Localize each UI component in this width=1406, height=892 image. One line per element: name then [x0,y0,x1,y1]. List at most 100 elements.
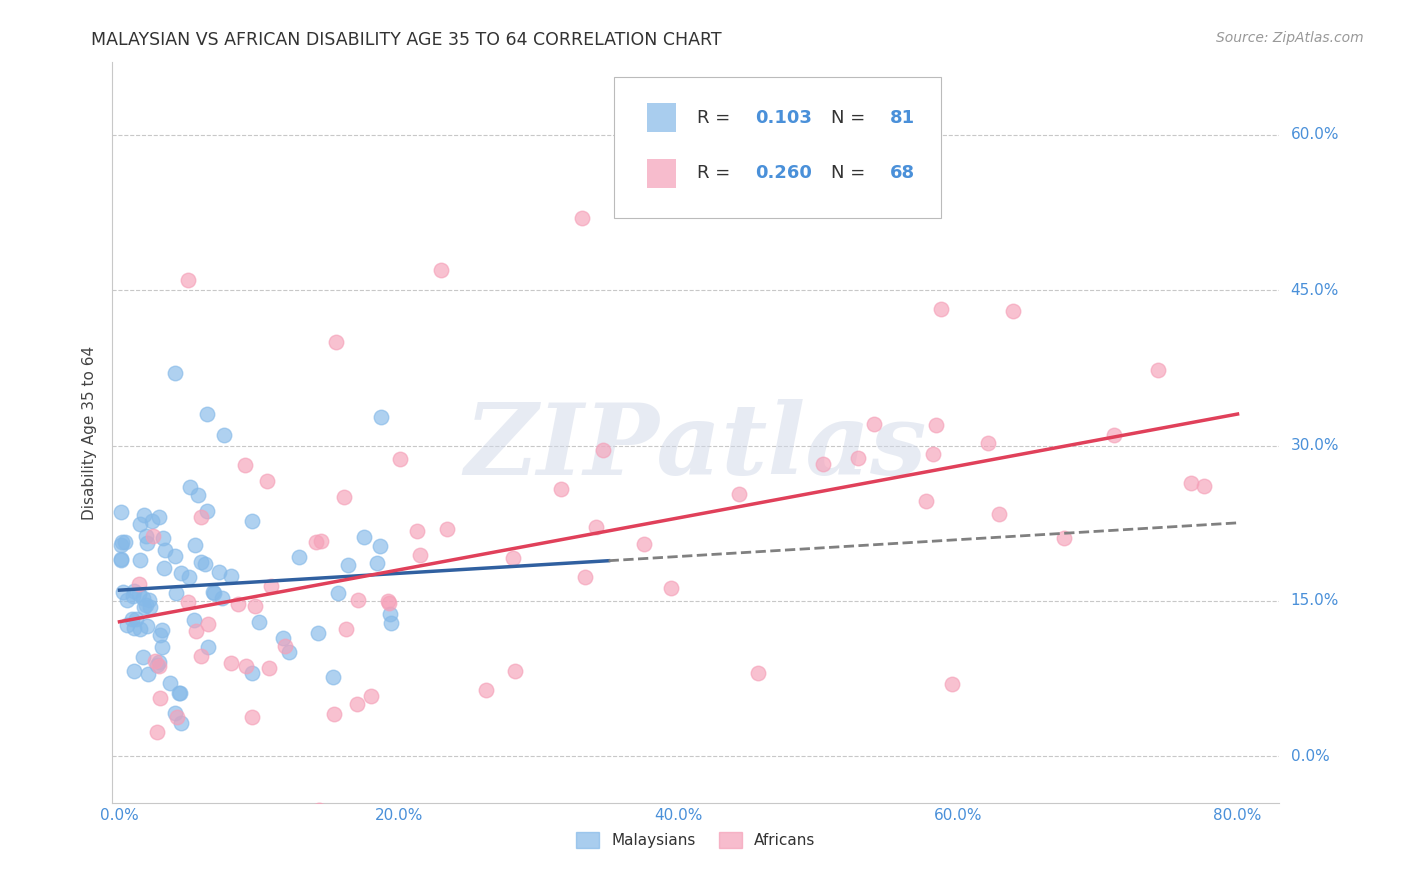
Point [409,548,432,562]
Point [288,549,311,564]
Point [135,598,157,612]
Point [146,725,169,739]
Legend: Malaysians, Africans: Malaysians, Africans [571,826,821,855]
Point [240,666,263,681]
Text: 68: 68 [890,164,915,182]
Point [190,509,212,524]
Point [132,508,155,522]
Point [211,591,233,605]
Point [121,612,143,626]
Point [153,561,176,575]
Point [115,617,138,632]
Point [240,514,263,528]
Point [247,615,270,630]
Point [436,522,458,536]
Point [571,211,593,225]
Point [335,622,357,636]
Point [405,524,427,539]
Point [110,552,132,566]
Point [135,535,157,549]
Point [322,706,344,721]
Point [110,553,132,567]
Point [159,676,181,690]
Point [370,410,392,425]
Point [149,627,172,641]
Point [114,535,136,549]
Point [187,488,209,502]
Point [142,529,165,543]
Point [429,262,451,277]
Point [135,529,157,543]
Point [925,418,948,433]
Point [307,626,329,640]
Point [633,537,655,551]
Text: 0.0%: 0.0% [1291,748,1329,764]
Point [153,542,176,557]
Point [128,587,150,601]
Point [305,534,328,549]
Point [360,689,382,703]
Point [190,648,212,663]
Text: 30.0%: 30.0% [1291,438,1339,453]
Point [194,557,217,571]
Point [353,530,375,544]
Point [228,598,250,612]
Point [195,408,218,422]
Point [122,589,145,603]
Point [165,706,187,721]
Text: 0.103: 0.103 [755,109,813,127]
Point [141,514,163,528]
Point [122,584,145,599]
Point [132,591,155,606]
Point [170,716,193,731]
Point [503,664,526,678]
Point [128,577,150,591]
Point [259,579,281,593]
Point [179,480,201,494]
Point [219,569,242,583]
Point [197,616,219,631]
Point [274,639,297,653]
Point [177,570,200,584]
Point [328,585,350,599]
Point [163,549,186,563]
Point [129,622,152,636]
Point [346,698,368,712]
Point [747,666,769,681]
Point [132,650,155,665]
Point [368,539,391,553]
Y-axis label: Disability Age 35 to 64: Disability Age 35 to 64 [82,345,97,520]
Point [122,665,145,679]
Text: 60.0%: 60.0% [1291,128,1339,143]
Point [347,592,370,607]
Point [388,452,411,467]
Point [941,677,963,691]
Point [235,658,257,673]
Point [149,690,172,705]
Text: R =: R = [697,164,737,182]
Text: 0.260: 0.260 [755,164,813,182]
Text: MALAYSIAN VS AFRICAN DISABILITY AGE 35 TO 64 CORRELATION CHART: MALAYSIAN VS AFRICAN DISABILITY AGE 35 T… [91,31,723,49]
Point [550,482,572,496]
Point [333,491,356,505]
Point [846,450,869,465]
Point [727,486,749,500]
Point [257,660,280,674]
Point [311,533,333,548]
Point [184,624,207,638]
Point [592,443,614,458]
Point [201,585,224,599]
Point [233,458,256,472]
Point [337,558,360,572]
Point [574,570,596,584]
Point [169,686,191,700]
Point [1147,362,1170,376]
Point [308,804,330,818]
Point [115,593,138,607]
Point [166,710,188,724]
Point [240,710,263,724]
Point [380,615,402,630]
Point [110,505,132,519]
Point [148,655,170,669]
Point [135,619,157,633]
